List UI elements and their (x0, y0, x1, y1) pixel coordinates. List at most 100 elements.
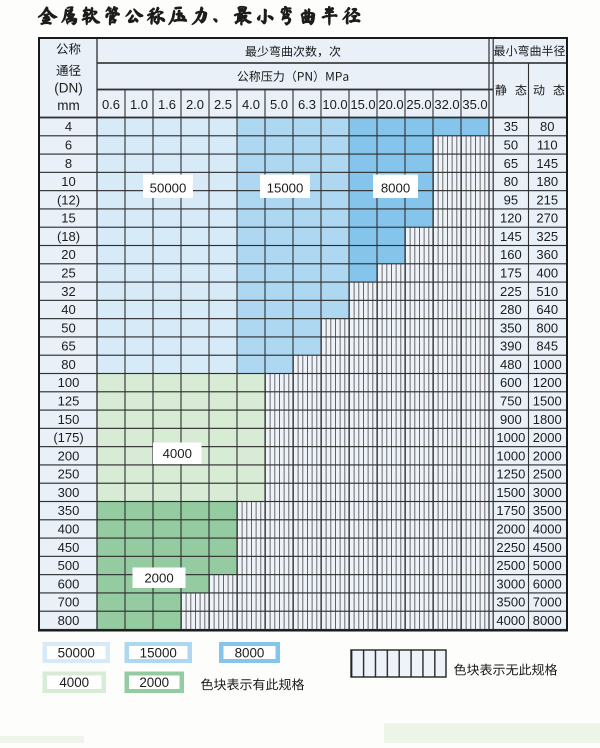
svg-text:80: 80 (504, 174, 518, 189)
svg-text:1000: 1000 (496, 430, 525, 445)
svg-text:50: 50 (504, 138, 518, 153)
svg-text:4000: 4000 (163, 446, 192, 461)
svg-text:300: 300 (58, 485, 80, 500)
svg-text:600: 600 (58, 576, 80, 591)
svg-text:95: 95 (504, 192, 518, 207)
svg-text:(18): (18) (57, 229, 80, 244)
svg-text:2000: 2000 (496, 522, 525, 537)
svg-text:400: 400 (536, 266, 558, 281)
svg-text:2500: 2500 (533, 467, 562, 482)
svg-text:1500: 1500 (496, 485, 525, 500)
svg-text:20: 20 (61, 247, 75, 262)
svg-text:10.0: 10.0 (322, 97, 347, 112)
svg-text:4000: 4000 (533, 522, 562, 537)
svg-text:215: 215 (536, 192, 558, 207)
svg-text:1750: 1750 (496, 503, 525, 518)
svg-text:1250: 1250 (496, 467, 525, 482)
svg-text:8000: 8000 (381, 181, 410, 196)
svg-text:8000: 8000 (235, 645, 265, 660)
svg-text:2000: 2000 (144, 571, 173, 586)
svg-text:270: 270 (536, 211, 558, 226)
svg-text:80: 80 (540, 119, 554, 134)
svg-text:350: 350 (58, 503, 80, 518)
svg-text:65: 65 (61, 339, 75, 354)
svg-text:2500: 2500 (496, 558, 525, 573)
svg-text:225: 225 (500, 284, 522, 299)
svg-text:3000: 3000 (496, 576, 525, 591)
svg-text:4000: 4000 (59, 675, 89, 690)
svg-text:900: 900 (500, 412, 522, 427)
svg-text:640: 640 (536, 302, 558, 317)
svg-text:15.0: 15.0 (350, 97, 375, 112)
svg-text:4500: 4500 (533, 540, 562, 555)
svg-text:5000: 5000 (533, 558, 562, 573)
svg-text:50000: 50000 (58, 645, 95, 660)
svg-text:mm: mm (57, 98, 80, 113)
svg-text:50: 50 (61, 320, 75, 335)
svg-text:845: 845 (536, 339, 558, 354)
svg-text:400: 400 (58, 522, 80, 537)
svg-text:145: 145 (500, 229, 522, 244)
svg-text:1000: 1000 (533, 357, 562, 372)
svg-text:2.5: 2.5 (214, 97, 232, 112)
svg-text:600: 600 (500, 375, 522, 390)
svg-text:6: 6 (65, 138, 72, 153)
svg-text:8000: 8000 (533, 613, 562, 628)
svg-text:3000: 3000 (533, 485, 562, 500)
svg-text:2000: 2000 (533, 430, 562, 445)
svg-text:80: 80 (61, 357, 75, 372)
svg-text:65: 65 (504, 156, 518, 171)
svg-text:4000: 4000 (496, 613, 525, 628)
svg-text:250: 250 (58, 467, 80, 482)
svg-text:20.0: 20.0 (378, 97, 403, 112)
svg-text:2000: 2000 (533, 448, 562, 463)
svg-text:2250: 2250 (496, 540, 525, 555)
svg-text:15: 15 (61, 211, 75, 226)
svg-text:800: 800 (536, 320, 558, 335)
svg-text:4: 4 (65, 119, 72, 134)
svg-text:40: 40 (61, 302, 75, 317)
svg-text:510: 510 (536, 284, 558, 299)
svg-text:100: 100 (58, 375, 80, 390)
svg-text:25.0: 25.0 (406, 97, 431, 112)
svg-text:8: 8 (65, 156, 72, 171)
svg-text:110: 110 (537, 138, 558, 153)
svg-text:450: 450 (58, 540, 80, 555)
svg-text:1000: 1000 (496, 448, 525, 463)
svg-text:(DN): (DN) (54, 80, 83, 95)
svg-text:480: 480 (500, 357, 522, 372)
svg-text:6000: 6000 (533, 576, 562, 591)
svg-text:0.6: 0.6 (102, 97, 120, 112)
svg-text:175: 175 (500, 266, 522, 281)
svg-text:700: 700 (58, 595, 80, 610)
svg-text:1200: 1200 (533, 375, 562, 390)
svg-text:200: 200 (58, 448, 80, 463)
svg-text:(175): (175) (53, 430, 83, 445)
svg-text:6.3: 6.3 (298, 97, 316, 112)
svg-text:3500: 3500 (496, 595, 525, 610)
svg-text:25: 25 (61, 266, 75, 281)
svg-text:150: 150 (58, 412, 80, 427)
svg-text:(12): (12) (57, 192, 80, 207)
svg-text:35: 35 (504, 119, 518, 134)
svg-text:15000: 15000 (267, 181, 304, 196)
svg-text:180: 180 (536, 174, 558, 189)
svg-text:5.0: 5.0 (270, 97, 288, 112)
svg-text:120: 120 (500, 211, 522, 226)
svg-text:1500: 1500 (533, 394, 562, 409)
svg-text:32: 32 (61, 284, 75, 299)
svg-text:2.0: 2.0 (186, 97, 204, 112)
svg-text:350: 350 (500, 320, 522, 335)
svg-text:35.0: 35.0 (462, 97, 487, 112)
svg-text:50000: 50000 (150, 181, 187, 196)
svg-text:125: 125 (58, 394, 80, 409)
svg-text:1.6: 1.6 (158, 97, 176, 112)
svg-text:4.0: 4.0 (242, 97, 260, 112)
svg-text:2000: 2000 (139, 675, 169, 690)
svg-text:360: 360 (536, 247, 558, 262)
svg-text:325: 325 (536, 229, 558, 244)
svg-text:1.0: 1.0 (130, 97, 148, 112)
svg-text:15000: 15000 (140, 645, 177, 660)
svg-text:750: 750 (500, 394, 522, 409)
svg-text:390: 390 (500, 339, 522, 354)
